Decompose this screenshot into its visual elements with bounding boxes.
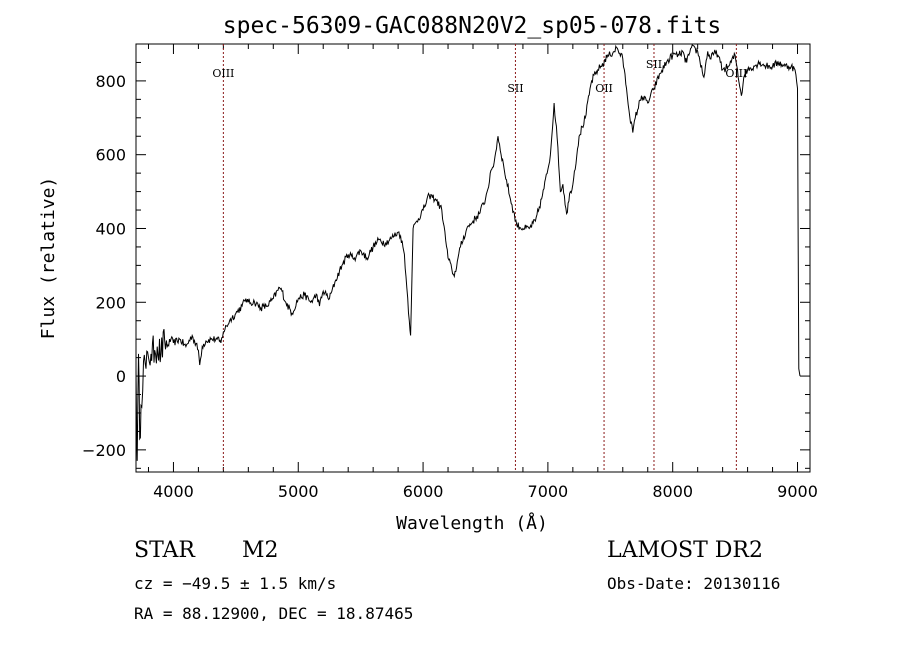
plot-frame: [135, 43, 811, 473]
x-axis-label: Wavelength (Å): [396, 512, 548, 534]
y-tick-label: 800: [95, 72, 126, 91]
survey-name: LAMOST DR2: [607, 538, 763, 563]
x-tick-label: 6000: [403, 482, 444, 501]
y-tick-label: 600: [95, 146, 126, 165]
redshift-velocity: cz = −49.5 ± 1.5 km/s: [134, 574, 337, 593]
coordinates: RA = 88.12900, DEC = 18.87465: [134, 604, 414, 623]
emission-line-label: SII: [507, 82, 523, 95]
x-tick-label: 8000: [652, 482, 693, 501]
y-tick-label: 200: [95, 293, 126, 312]
emission-line-label: OII: [595, 82, 613, 95]
x-tick-label: 5000: [278, 482, 319, 501]
emission-line-label: SII: [646, 58, 662, 71]
y-axis-label: Flux (relative): [38, 177, 59, 340]
spectrum-line: [135, 43, 801, 461]
object-class: STAR: [134, 538, 195, 563]
x-tick-label: 7000: [528, 482, 569, 501]
emission-line-label: OIII: [725, 67, 747, 80]
axis-tick-labels: 4000 5000 6000 7000 8000 9000 −200 0 200 400 600 80…: [82, 72, 818, 501]
x-tick-label: 9000: [777, 482, 818, 501]
chart-title: spec-56309-GAC088N20V2_sp05-078.fits: [223, 13, 722, 39]
y-tick-label: −200: [82, 441, 126, 460]
emission-lines: OIII SII OII SII OIII: [212, 44, 747, 472]
emission-line-label: OIII: [212, 67, 234, 80]
x-tick-label: 4000: [153, 482, 194, 501]
observation-date: Obs-Date: 20130116: [607, 574, 781, 593]
axis-ticks: [136, 44, 810, 472]
y-tick-label: 400: [95, 219, 126, 238]
object-subclass: M2: [242, 538, 279, 563]
y-tick-label: 0: [116, 367, 126, 386]
